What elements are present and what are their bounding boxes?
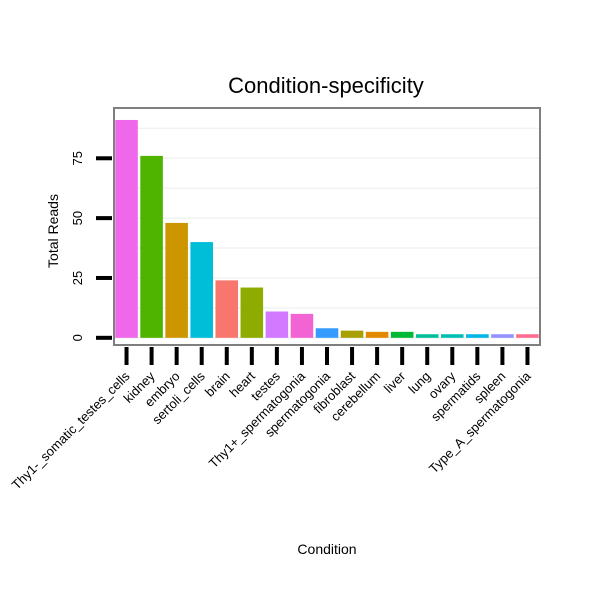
x-axis-label: Condition	[297, 541, 356, 557]
bar	[215, 280, 239, 338]
x-axis: Thy1-_somatic_testes_cellskidneyembryose…	[9, 347, 534, 493]
plot-panel-border	[113, 107, 541, 346]
bar	[240, 287, 264, 338]
bars	[115, 119, 539, 338]
y-axis: 0 25 50 75	[70, 151, 112, 341]
y-tick-label: 0	[70, 334, 85, 341]
bar	[190, 242, 213, 338]
y-tick-label: 25	[70, 271, 85, 285]
bar	[165, 222, 188, 338]
y-axis-label: Total Reads	[45, 194, 61, 268]
bar	[390, 331, 414, 338]
bar	[290, 313, 314, 338]
bar	[340, 330, 364, 338]
bar	[466, 334, 489, 338]
bar	[491, 334, 514, 338]
bar	[265, 311, 289, 338]
bar	[315, 328, 339, 338]
chart-title: Condition-specificity	[228, 73, 424, 98]
x-tick-label: liver	[381, 368, 409, 396]
bar	[516, 334, 539, 338]
x-tick-label: Thy1-_somatic_testes_cells	[9, 368, 133, 492]
x-tick-label: brain	[202, 369, 233, 400]
bar	[140, 155, 163, 338]
bar	[365, 331, 389, 338]
bar	[115, 119, 138, 338]
bar	[415, 334, 439, 338]
y-tick-label: 50	[70, 211, 85, 225]
y-tick-label: 75	[70, 151, 85, 165]
bar	[441, 334, 464, 338]
